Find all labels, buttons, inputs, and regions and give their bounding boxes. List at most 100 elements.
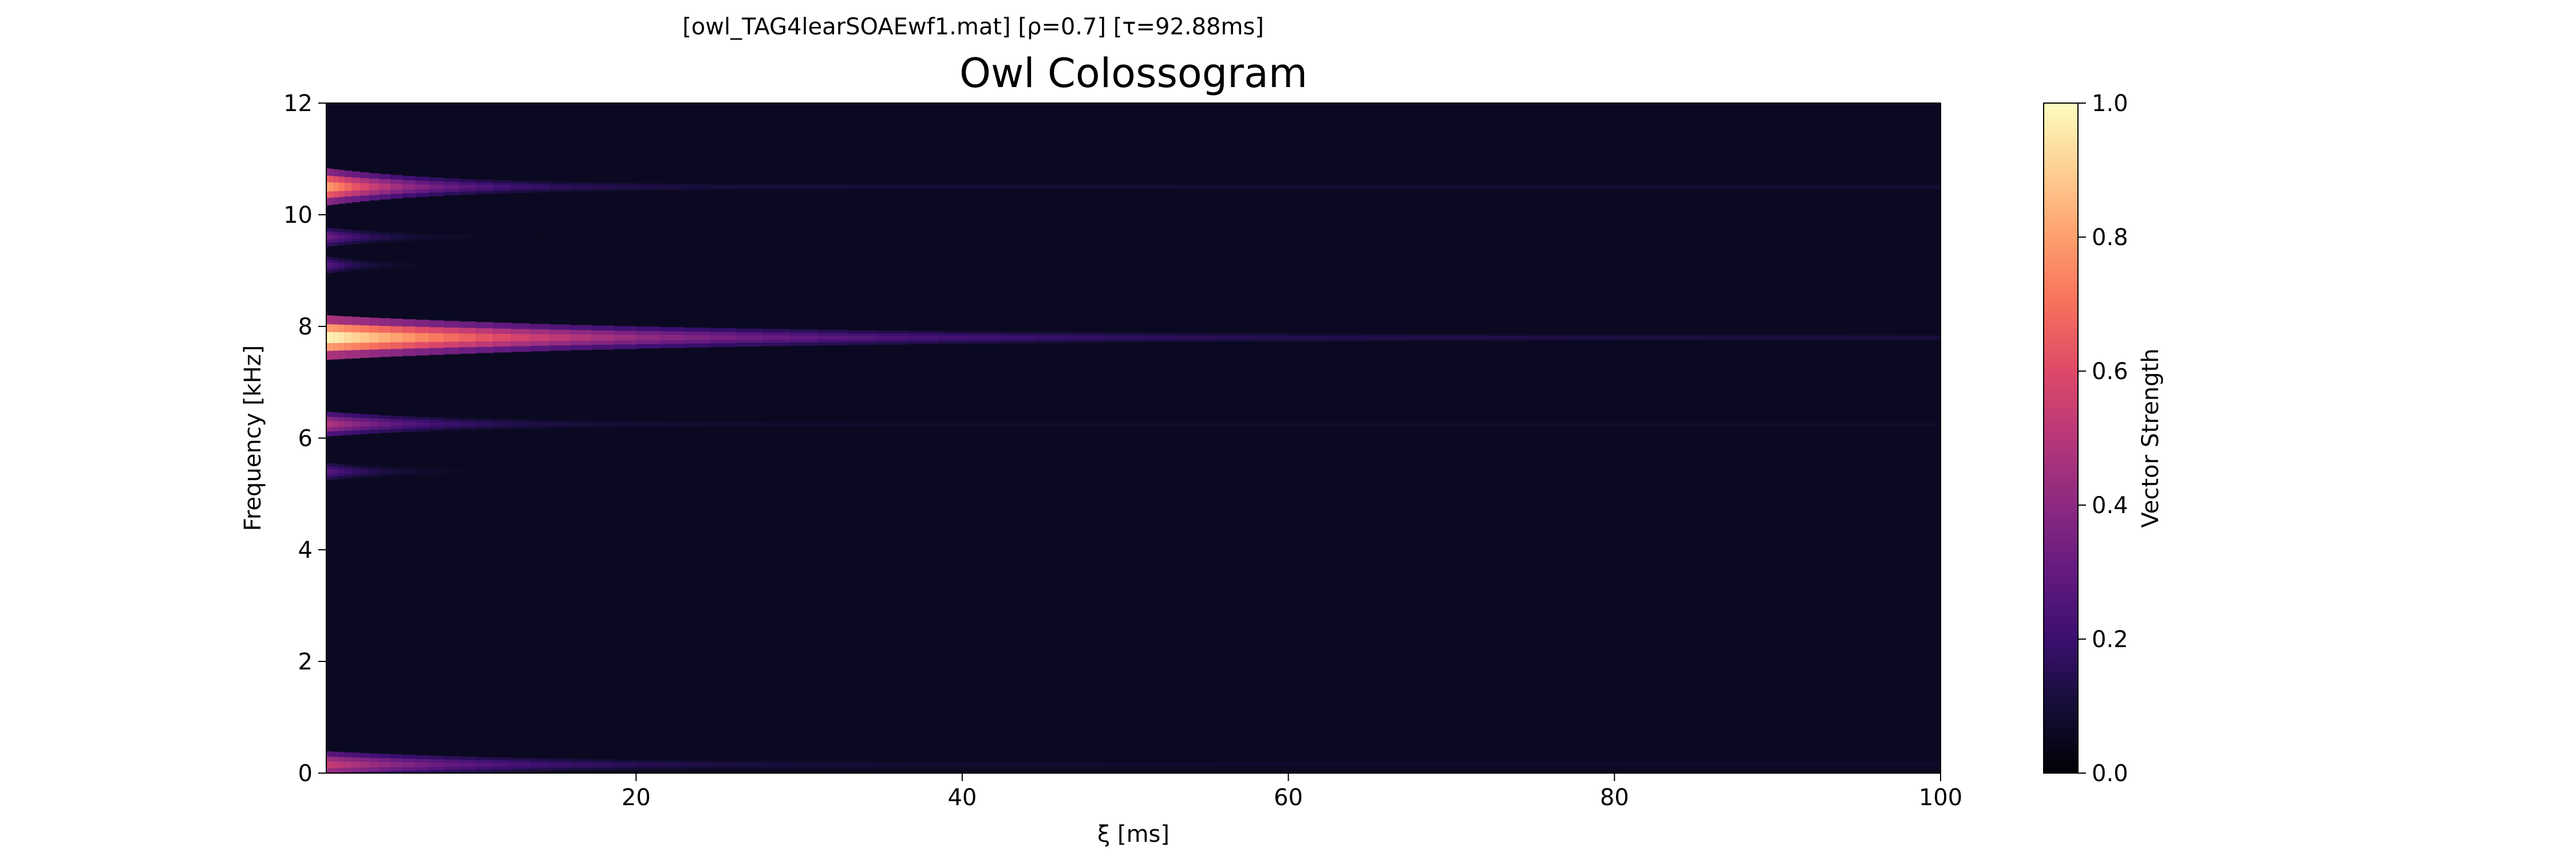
- heatmap-cell: [333, 182, 339, 191]
- heatmap-cell: [351, 332, 361, 343]
- heatmap-cell: [1036, 764, 1070, 766]
- heatmap: [326, 168, 1941, 773]
- x-tick-label: 80: [1600, 785, 1629, 811]
- heatmap-cell: [351, 263, 361, 267]
- heatmap-cell: [333, 235, 339, 239]
- chart-title: Owl Colossogram: [959, 50, 1307, 97]
- heatmap-cell: [327, 421, 330, 427]
- heatmap-cell: [1661, 186, 1707, 188]
- heatmap-cell: [684, 423, 710, 425]
- heatmap-cell: [330, 332, 334, 344]
- heatmap-cell: [709, 423, 736, 425]
- heatmap-cell: [459, 423, 476, 426]
- heatmap-cell: [493, 185, 512, 189]
- heatmap-cell: [530, 763, 550, 767]
- heatmap-cell: [1176, 423, 1213, 425]
- heatmap-cell: [736, 423, 763, 425]
- heatmap-cell: [789, 423, 819, 425]
- heatmap-cell: [847, 186, 877, 188]
- heatmap-cell: [1406, 423, 1448, 425]
- figure-supertitle: [owl_TAG4learSOAEwf1.mat] [ρ=0.7] [τ=92.…: [682, 14, 1264, 40]
- heatmap-cell: [938, 423, 970, 425]
- heatmap-cell: [459, 762, 476, 767]
- y-tick-label: 6: [298, 425, 313, 452]
- heatmap-cell: [1447, 423, 1490, 425]
- heatmap-cell: [459, 471, 476, 472]
- heatmap-cell: [1327, 186, 1367, 188]
- heatmap-cell: [684, 186, 710, 188]
- heatmap-cell: [327, 761, 330, 769]
- heatmap-cell: [818, 423, 848, 425]
- heatmap-cell: [351, 421, 361, 427]
- heatmap-cell: [338, 235, 345, 239]
- heatmap-cell: [660, 763, 685, 766]
- heatmap-cell: [636, 423, 661, 425]
- heatmap-cell: [429, 762, 445, 767]
- heatmap-cell: [530, 334, 550, 341]
- heatmap-cell: [511, 471, 531, 472]
- heatmap-cell: [379, 333, 391, 342]
- heatmap-cell: [1327, 764, 1367, 766]
- heatmap-cell: [360, 762, 370, 768]
- heatmap-cell: [762, 335, 791, 340]
- heatmap-cell: [970, 764, 1003, 766]
- heatmap-cell: [1104, 186, 1140, 188]
- heatmap-cell: [402, 333, 416, 342]
- heatmap-cell: [402, 264, 416, 266]
- heatmap-cell: [493, 763, 512, 767]
- heatmap-cell: [876, 423, 908, 425]
- heatmap-cell: [938, 336, 970, 340]
- heatmap-cell: [570, 334, 592, 341]
- heatmap-cell: [511, 763, 531, 767]
- heatmap-cell: [444, 762, 460, 767]
- heatmap-cell: [444, 264, 460, 266]
- heatmap-cell: [1104, 336, 1140, 339]
- heatmap-cell: [360, 332, 370, 343]
- heatmap-cell: [345, 761, 353, 768]
- heatmap-cell: [550, 334, 571, 341]
- y-tick-label: 8: [298, 314, 313, 340]
- heatmap-cell: [402, 184, 416, 190]
- heatmap-cell: [338, 470, 345, 474]
- heatmap-cell: [660, 335, 685, 341]
- heatmap-cell: [1406, 764, 1448, 766]
- heatmap-cell: [429, 184, 445, 190]
- heatmap-cell: [326, 263, 328, 267]
- heatmap-cell: [330, 182, 334, 192]
- heatmap-cell: [907, 763, 939, 766]
- heatmap-cell: [876, 336, 908, 340]
- heatmap-cell: [660, 423, 685, 425]
- heatmap-cell: [1489, 336, 1532, 338]
- heatmap-cell: [818, 336, 848, 340]
- heatmap-cell: [1617, 186, 1662, 188]
- x-tick-label: 40: [947, 785, 977, 811]
- heatmap-cell: [333, 421, 339, 427]
- heatmap-cell: [330, 761, 334, 769]
- heatmap-cell: [762, 186, 791, 188]
- heatmap-cell: [636, 334, 661, 341]
- y-tick-label: 10: [283, 202, 313, 228]
- heatmap-cell: [338, 263, 345, 267]
- heatmap-cell: [390, 470, 403, 473]
- heatmap-cell: [444, 236, 460, 238]
- heatmap-cell: [1845, 186, 1893, 188]
- heatmap-cell: [511, 334, 531, 341]
- heatmap-cell: [1069, 764, 1105, 766]
- heatmap-cell: [550, 763, 571, 767]
- heatmap-cell: [1752, 423, 1799, 425]
- heatmap-cell: [326, 469, 328, 474]
- heatmap-cell: [338, 332, 345, 343]
- heatmap-cell: [493, 334, 512, 341]
- heatmap-cell: [684, 335, 710, 340]
- heatmap-cell: [369, 263, 380, 266]
- heatmap-cell: [1366, 186, 1407, 188]
- heatmap-cell: [379, 235, 391, 239]
- heatmap-cell: [591, 186, 614, 188]
- heatmap-cell: [1250, 764, 1289, 766]
- heatmap-cell: [570, 423, 592, 425]
- heatmap-cell: [379, 470, 391, 473]
- heatmap-cell: [970, 423, 1003, 425]
- heatmap-cell: [1176, 336, 1213, 339]
- y-tick-label: 4: [298, 537, 313, 564]
- heatmap-cell: [369, 235, 380, 239]
